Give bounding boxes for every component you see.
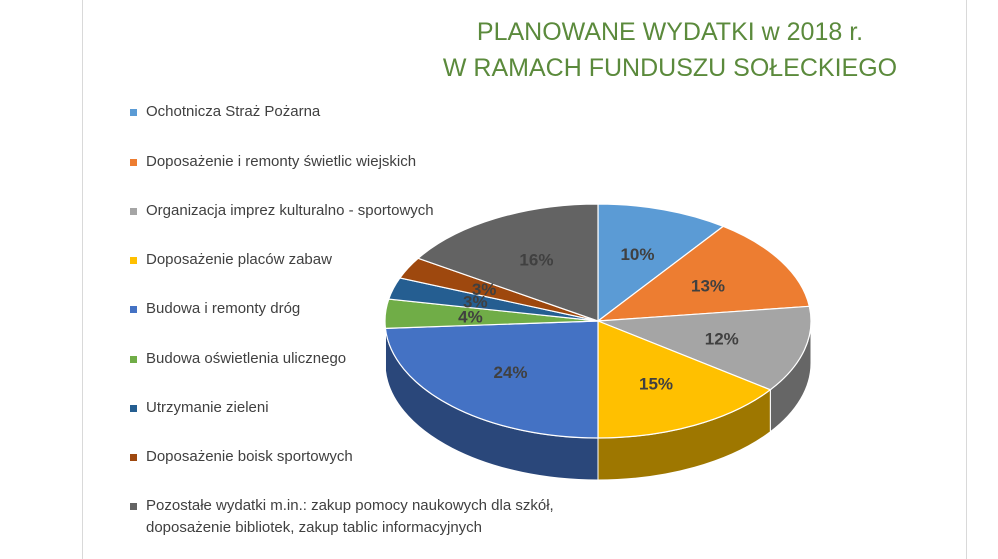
- legend-swatch: [130, 159, 137, 166]
- legend-item: Budowa i remonty dróg: [130, 298, 600, 320]
- chart-subtitle: W RAMACH FUNDUSZU SOŁECKIEGO: [442, 54, 898, 82]
- pie-slice: [597, 320, 772, 439]
- pie-data-label: 3%: [472, 280, 497, 299]
- legend-swatch: [130, 208, 137, 215]
- pie-label-group: 10%13%12%15%24%4%3%3%16%: [458, 245, 739, 393]
- pie-data-label: 16%: [519, 250, 553, 269]
- pie-data-label: 10%: [620, 245, 654, 264]
- legend-item: Doposażenie i remonty świetlic wiejskich: [130, 151, 600, 173]
- legend-label: Doposażenie i remonty świetlic wiejskich: [146, 153, 417, 170]
- legend-label: Ochotnicza Straż Pożarna: [146, 103, 321, 120]
- legend-label: Organizacja imprez kulturalno - sportowy…: [146, 202, 434, 219]
- legend-label: Doposażenie placów zabaw: [146, 251, 332, 268]
- legend-item: Organizacja imprez kulturalno - sportowy…: [130, 200, 600, 222]
- legend-swatch: [130, 306, 137, 313]
- legend-item: Doposażenie boisk sportowych: [130, 446, 600, 468]
- legend-swatch: [130, 454, 137, 461]
- legend-item: Utrzymanie zieleni: [130, 397, 600, 419]
- pie-data-label: 15%: [639, 375, 673, 394]
- right-border-line: [966, 0, 967, 559]
- chart-title: PLANOWANE WYDATKI w 2018 r.: [476, 18, 864, 46]
- legend-swatch: [130, 257, 137, 264]
- pie-data-label: 24%: [493, 363, 527, 382]
- legend-item: Ochotnicza Straż Pożarna: [130, 101, 600, 123]
- pie-slice: [597, 305, 812, 391]
- pie-data-label: 13%: [691, 276, 725, 295]
- pie-top-group: [384, 203, 812, 439]
- pie-slice: [596, 225, 811, 322]
- legend-swatch: [130, 356, 137, 363]
- pie-data-label: 3%: [463, 292, 488, 311]
- pie-data-label: 4%: [458, 308, 483, 327]
- legend-item: Pozostałe wydatki m.in.: zakup pomocy na…: [130, 495, 600, 539]
- legend-label: Budowa oświetlenia ulicznego: [146, 350, 347, 367]
- legend-label: Utrzymanie zieleni: [146, 399, 269, 416]
- legend-swatch: [130, 109, 137, 116]
- legend-label: Doposażenie boisk sportowych: [146, 448, 353, 465]
- legend-swatch: [130, 503, 137, 510]
- pie-slice: [384, 320, 599, 439]
- legend-label: Pozostałe wydatki m.in.: zakup pomocy na…: [146, 497, 554, 536]
- left-border-line: [82, 0, 83, 559]
- chart-title-block: PLANOWANE WYDATKI w 2018 r. W RAMACH FUN…: [420, 14, 920, 86]
- legend-item: Doposażenie placów zabaw: [130, 249, 600, 271]
- legend-label: Budowa i remonty dróg: [146, 300, 301, 317]
- pie-slice: [416, 203, 599, 322]
- pie-data-label: 12%: [705, 329, 739, 348]
- legend-swatch: [130, 405, 137, 412]
- pie-slice: [597, 203, 725, 323]
- legend-item: Budowa oświetlenia ulicznego: [130, 348, 600, 370]
